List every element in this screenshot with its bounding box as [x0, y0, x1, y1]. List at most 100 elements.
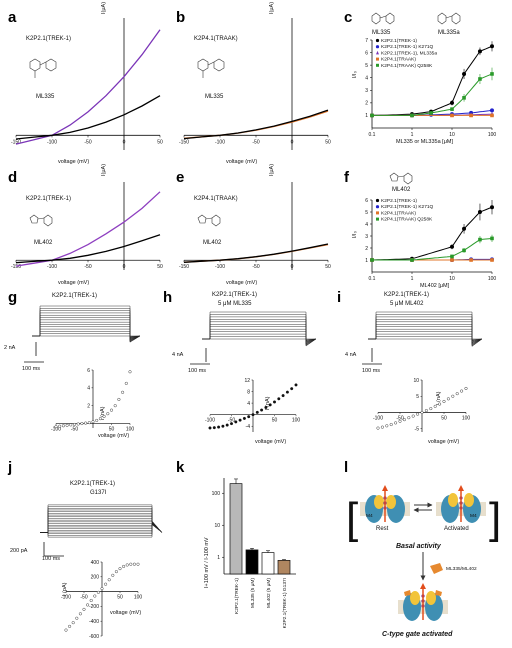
- panel-h-title: K2P2.1(TREK-1): [212, 292, 257, 298]
- panel-letter-c: c: [344, 9, 352, 26]
- panel-i-point-4: [394, 421, 398, 425]
- panel-f-series-3-point-5: [490, 236, 494, 241]
- panel-h-point-17: [281, 394, 285, 398]
- panel-h-point-0: [208, 426, 212, 430]
- panel-c-series-0-point-5: [477, 49, 482, 54]
- panel-c-legend-marker-4: [376, 63, 379, 67]
- panel-c-series-0-point-4: [462, 71, 467, 76]
- panel-c-x-tick-label-1: 1: [411, 132, 414, 138]
- panel-h-point-1: [212, 426, 216, 430]
- panel-i-point-12: [429, 407, 433, 411]
- panel-f-series-3-point-0: [370, 258, 374, 262]
- panel-g-point-3: [65, 423, 69, 427]
- panel-i-point-13: [433, 404, 437, 408]
- panel-c-series-4-fit: [372, 73, 493, 116]
- panel-h-point-18: [285, 390, 289, 394]
- panel-g-point-9: [87, 421, 91, 425]
- panel-d-x-tick-label-2: -50: [84, 264, 91, 270]
- panel-i-y-tick-label-2: 10: [413, 378, 419, 384]
- panel-g-point-10: [91, 420, 95, 424]
- panel-h-point-6: [234, 420, 238, 424]
- panel-j-sweep-4: [40, 511, 163, 533]
- panel-g-sweep-12: [32, 308, 141, 343]
- panel-i-xlabel: voltage (mV): [428, 439, 459, 445]
- panel-g-point-1: [58, 424, 62, 428]
- panel-k-category-label-1: ML335 (5 μM): [250, 578, 256, 608]
- ml402-structure-f: [389, 172, 413, 185]
- state-rest-label: Rest: [376, 526, 389, 532]
- panel-l-schematic: [ ] M4 Rest M4 Activated: [346, 485, 501, 638]
- channel-rest: M4 Rest: [360, 485, 410, 532]
- panel-c-x-tick-label-3: 100: [488, 132, 497, 138]
- panel-d-x-tick-label-1: -100: [47, 264, 57, 270]
- ctype-gate-caption: C-type gate activated: [382, 631, 453, 638]
- panel-g-sweep-8: [32, 317, 141, 341]
- panel-c-legend-label-3: K2P4.1(TRAAK): [381, 57, 416, 63]
- panel-f-y-tick-label-3: 4: [365, 222, 368, 228]
- panel-i-point-17: [451, 394, 455, 398]
- panel-c-series-3-point-3: [469, 113, 473, 118]
- m4-label-activated: M4: [470, 513, 477, 519]
- panel-j-point-14: [114, 570, 118, 574]
- panel-g-point-2: [61, 424, 65, 428]
- panel-e-x-tick-label-1: -100: [215, 264, 225, 270]
- panel-f-series-3-point-2: [450, 254, 454, 259]
- panel-i-sweep-9: [368, 316, 483, 346]
- panel-e-x-tick-label-2: -50: [252, 264, 259, 270]
- panel-d-ylabel: I(μA): [101, 164, 107, 176]
- panel-f-series-3-fit: [372, 237, 493, 261]
- panel-j-x-tick-label-3: 100: [134, 595, 143, 601]
- panel-j-sweep-0: [40, 504, 163, 533]
- panel-g-point-12: [98, 417, 102, 421]
- panel-e-channel-label: K2P4.1(TRAAK): [194, 196, 238, 202]
- panel-h-sweep-9: [202, 316, 317, 346]
- panel-f-legend-marker-0: [375, 198, 380, 203]
- panel-f-series-3-point-4: [478, 237, 482, 242]
- panel-b-x-tick-label-4: 50: [325, 139, 331, 145]
- panel-e-ylabel: I(μA): [269, 164, 275, 176]
- panel-k-bar-0: [229, 483, 243, 575]
- ml335a-structure-c: [437, 12, 461, 25]
- panel-j-point-1: [68, 624, 72, 628]
- panel-h-point-3: [221, 424, 225, 428]
- panel-g-point-6: [76, 422, 80, 426]
- panel-j-x-tick-label-1: -50: [80, 595, 87, 601]
- panel-i-point-11: [424, 409, 428, 413]
- ml335-structure-c: [371, 12, 395, 25]
- panel-j-y-tick-label-0: -600: [89, 634, 99, 640]
- panel-f-series-3-point-3: [462, 248, 466, 253]
- panel-j-point-5: [82, 607, 86, 611]
- panel-j-point-12: [107, 578, 111, 582]
- panel-j-point-8: [93, 594, 97, 598]
- bracket-right: ]: [489, 494, 501, 543]
- panel-f-y-tick-label-4: 5: [365, 210, 368, 216]
- panel-f-series-0-point-2: [450, 244, 454, 249]
- panel-a-ylabel: I(μA): [101, 2, 107, 14]
- panel-c-series-4-point-4: [462, 96, 466, 100]
- m4-label-rest: M4: [366, 513, 373, 519]
- channel-ctype-activated: [398, 583, 448, 621]
- panel-c-legend-marker-2: [376, 50, 379, 55]
- panel-c-series-4-point-5: [478, 77, 482, 81]
- panel-g-scale-time: 100 ms: [22, 366, 40, 372]
- panel-h-point-10: [251, 413, 255, 417]
- panel-i-sweep-6: [368, 324, 483, 344]
- panel-i-x-tick-label-2: 50: [441, 416, 447, 422]
- panel-e-x-tick-label-4: 50: [325, 264, 331, 270]
- panel-g-point-11: [95, 418, 99, 422]
- panel-g-y-tick-label-1: 4: [87, 386, 90, 392]
- panel-g-x-tick-label-0: -100: [51, 427, 61, 433]
- panel-h-point-12: [260, 408, 264, 412]
- panel-j-point-15: [118, 567, 122, 571]
- panel-h-scale-time: 100 ms: [188, 368, 206, 374]
- panel-f-y-tick-label-5: 6: [365, 198, 368, 204]
- panel-a-series-0-line: [15, 29, 161, 145]
- panel-g-x-tick-label-1: -50: [71, 427, 78, 433]
- panel-i-title: K2P2.1(TREK-1): [384, 292, 429, 298]
- panel-g-y-tick-label-0: 2: [87, 403, 90, 409]
- panel-j-sweep-2: [40, 508, 163, 533]
- panel-h-point-14: [268, 403, 272, 407]
- panel-c-legend-marker-3: [376, 57, 379, 61]
- panel-i-point-10: [420, 411, 424, 415]
- panel-c-series-4-point-1: [410, 113, 414, 118]
